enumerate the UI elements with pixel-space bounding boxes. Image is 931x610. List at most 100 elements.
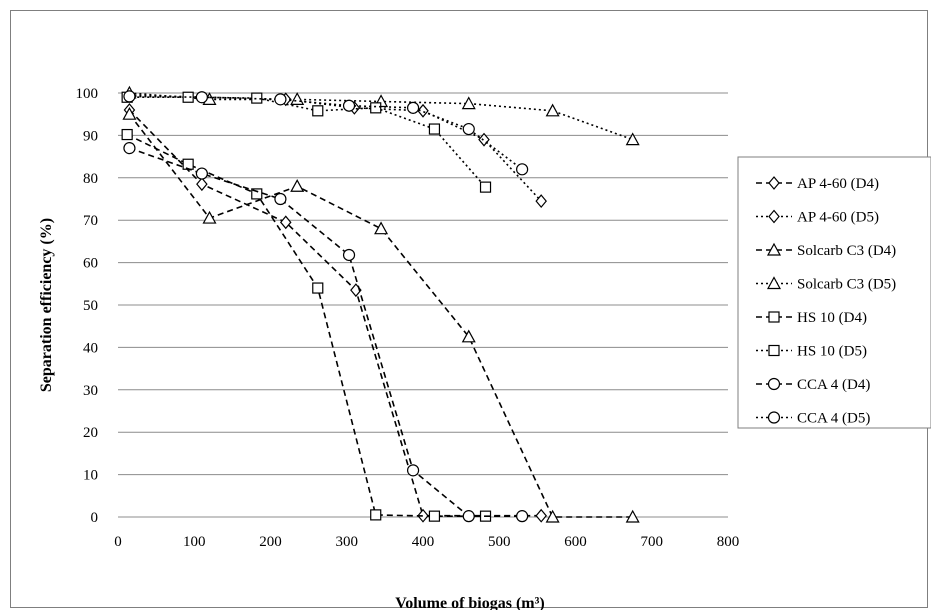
data-point bbox=[428, 123, 441, 135]
legend-marker bbox=[766, 276, 782, 290]
legend-entry: AP 4-60 (D5) bbox=[756, 210, 879, 226]
data-point bbox=[461, 96, 476, 110]
series-6 bbox=[123, 142, 529, 523]
data-point bbox=[251, 92, 263, 104]
data-point bbox=[428, 510, 441, 522]
legend-entry: CCA 4 (D4) bbox=[756, 377, 870, 393]
y-tick-label: 0 bbox=[91, 510, 99, 526]
legend-label: CCA 4 (D4) bbox=[797, 377, 870, 393]
data-point bbox=[274, 93, 287, 106]
x-axis-title: Volume of biogas (m³) bbox=[395, 595, 545, 610]
data-point bbox=[461, 329, 476, 343]
y-tick-label: 80 bbox=[83, 171, 98, 187]
legend-marker bbox=[768, 311, 780, 323]
data-point bbox=[312, 105, 324, 117]
legend-label: Solcarb C3 (D5) bbox=[797, 277, 896, 293]
x-tick-label: 800 bbox=[717, 534, 740, 550]
data-point bbox=[545, 103, 560, 117]
data-point bbox=[462, 122, 475, 136]
y-axis-title: Separation efficiency (%) bbox=[38, 218, 55, 392]
x-tick-label: 700 bbox=[641, 534, 664, 550]
legend-label: HS 10 (D5) bbox=[797, 344, 867, 360]
y-tick-label: 30 bbox=[83, 383, 98, 399]
grid-lines bbox=[118, 92, 728, 476]
legend: AP 4-60 (D4) AP 4-60 (D5) Solcarb C3 (D4) S… bbox=[756, 176, 896, 427]
series-line bbox=[129, 147, 523, 518]
x-tick-label: 400 bbox=[412, 534, 435, 550]
legend-entry: HS 10 (D5) bbox=[756, 344, 867, 360]
data-point bbox=[290, 179, 305, 192]
data-point bbox=[535, 508, 547, 523]
data-point bbox=[374, 221, 389, 235]
data-point bbox=[625, 132, 640, 146]
y-tick-label: 50 bbox=[83, 298, 98, 314]
data-point bbox=[312, 282, 324, 294]
data-point bbox=[516, 510, 529, 523]
data-point bbox=[516, 163, 529, 176]
legend-entry: AP 4-60 (D4) bbox=[756, 176, 879, 192]
data-point bbox=[202, 210, 217, 224]
data-point bbox=[417, 508, 429, 523]
data-point bbox=[182, 158, 194, 170]
series-group bbox=[121, 85, 640, 523]
data-point bbox=[370, 102, 382, 114]
legend-marker bbox=[768, 176, 780, 190]
legend-label: HS 10 (D4) bbox=[797, 310, 867, 326]
y-tick-label: 60 bbox=[83, 256, 98, 272]
y-tick-label: 70 bbox=[83, 213, 98, 229]
data-point bbox=[535, 194, 547, 209]
data-point bbox=[195, 167, 208, 180]
series-line bbox=[127, 96, 487, 188]
series-line bbox=[126, 133, 486, 518]
series-5 bbox=[121, 91, 492, 193]
series-line bbox=[128, 109, 542, 517]
x-tick-labels: 0 100 200 300 400 500 600 700 800 bbox=[114, 534, 739, 550]
legend-marker bbox=[768, 209, 780, 224]
data-point bbox=[251, 188, 263, 200]
legend-marker bbox=[767, 377, 781, 391]
legend-label: AP 4-60 (D4) bbox=[797, 176, 879, 192]
data-point bbox=[462, 510, 475, 523]
series-7 bbox=[123, 90, 529, 176]
x-tick-label: 500 bbox=[488, 534, 511, 550]
data-point bbox=[122, 106, 137, 120]
data-point bbox=[625, 509, 640, 523]
x-tick-label: 0 bbox=[114, 534, 122, 550]
data-point bbox=[545, 509, 560, 523]
y-tick-label: 100 bbox=[76, 86, 99, 102]
data-point bbox=[290, 92, 305, 105]
legend-marker bbox=[766, 242, 782, 256]
data-point bbox=[121, 128, 133, 141]
data-point bbox=[123, 90, 136, 103]
y-tick-label: 20 bbox=[83, 425, 98, 441]
series-4 bbox=[121, 128, 492, 522]
data-point bbox=[342, 99, 356, 112]
legend-marker bbox=[767, 411, 781, 424]
series-line bbox=[129, 94, 542, 202]
data-point bbox=[342, 248, 356, 262]
data-point bbox=[196, 177, 208, 192]
legend-marker bbox=[768, 344, 780, 357]
data-point bbox=[195, 91, 208, 104]
data-point bbox=[370, 509, 382, 521]
y-tick-label: 10 bbox=[83, 468, 98, 484]
data-point bbox=[123, 142, 136, 155]
data-point bbox=[479, 181, 492, 193]
x-tick-label: 300 bbox=[336, 534, 359, 550]
series-2 bbox=[122, 106, 640, 523]
legend-entry: Solcarb C3 (D4) bbox=[756, 242, 896, 259]
y-tick-labels: 0 10 20 30 40 50 60 70 80 90 100 bbox=[76, 86, 99, 526]
y-tick-label: 40 bbox=[83, 340, 98, 356]
data-point bbox=[274, 192, 287, 206]
data-point bbox=[406, 101, 420, 114]
legend-entry: Solcarb C3 (D5) bbox=[756, 276, 896, 293]
legend-label: CCA 4 (D5) bbox=[797, 411, 870, 427]
x-tick-label: 200 bbox=[259, 534, 282, 550]
data-point bbox=[182, 91, 194, 103]
data-point bbox=[417, 103, 429, 118]
legend-entry: CCA 4 (D5) bbox=[756, 411, 870, 427]
x-tick-label: 100 bbox=[183, 534, 206, 550]
data-point bbox=[279, 215, 292, 230]
x-tick-label: 600 bbox=[564, 534, 587, 550]
